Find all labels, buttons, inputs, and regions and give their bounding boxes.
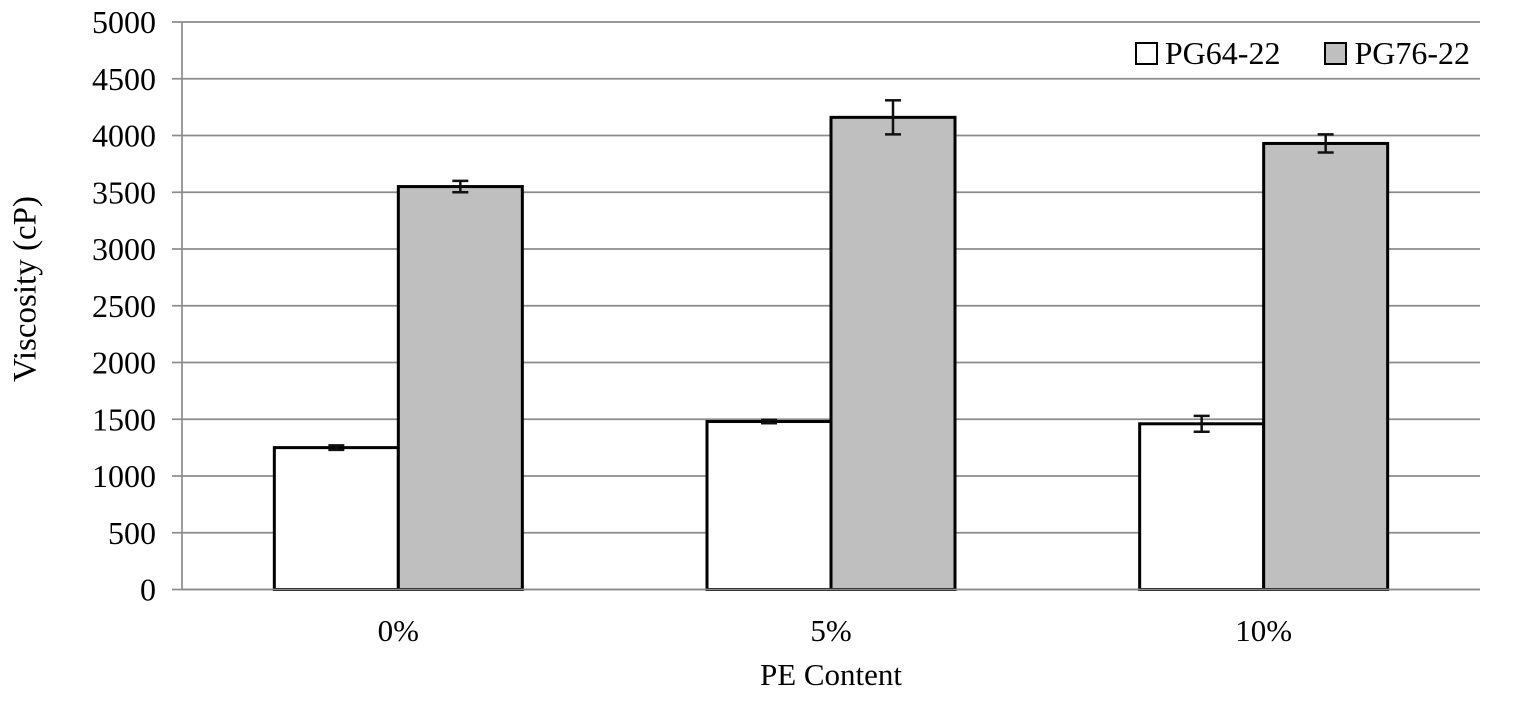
y-tick-label-1500: 1500 [92, 401, 156, 437]
bar-PG76-22-10% [1262, 141, 1390, 591]
y-tick-label-5000: 5000 [92, 4, 156, 40]
legend-swatch-pg64-22-icon [1134, 41, 1158, 65]
y-tick-label-500: 500 [108, 515, 156, 551]
bar-PG64-22-5% [705, 420, 833, 591]
y-tick-label-3500: 3500 [92, 174, 156, 210]
bar-PG64-22-10% [1138, 422, 1266, 592]
x-axis-title: PE Content [759, 657, 903, 692]
bar-PG64-22-0% [272, 446, 400, 591]
legend: PG64-22 PG76-22 [1134, 35, 1470, 71]
legend-label-pg64-22: PG64-22 [1164, 35, 1281, 71]
y-tick-label-1000: 1000 [92, 458, 156, 494]
y-tick-label-2000: 2000 [92, 345, 156, 381]
x-category-label-0%: 0% [378, 613, 419, 648]
x-category-label-10%: 10% [1235, 613, 1292, 648]
legend-item-pg76-22: PG76-22 [1324, 37, 1470, 69]
legend-item-pg64-22: PG64-22 [1134, 35, 1281, 71]
y-tick-label-4000: 4000 [92, 118, 156, 154]
y-tick-label-3000: 3000 [92, 231, 156, 267]
y-tick-label-4500: 4500 [92, 61, 156, 97]
legend-swatch-pg76-22-icon [1324, 41, 1348, 65]
y-tick-label-0: 0 [140, 572, 156, 608]
bar-PG76-22-0% [396, 185, 524, 591]
y-axis-title: Viscosity (cP) [7, 196, 44, 382]
x-category-label-5%: 5% [810, 613, 851, 648]
bar-PG76-22-5% [829, 115, 957, 591]
y-tick-label-2500: 2500 [92, 288, 156, 324]
legend-label-pg76-22: PG76-22 [1354, 35, 1470, 71]
